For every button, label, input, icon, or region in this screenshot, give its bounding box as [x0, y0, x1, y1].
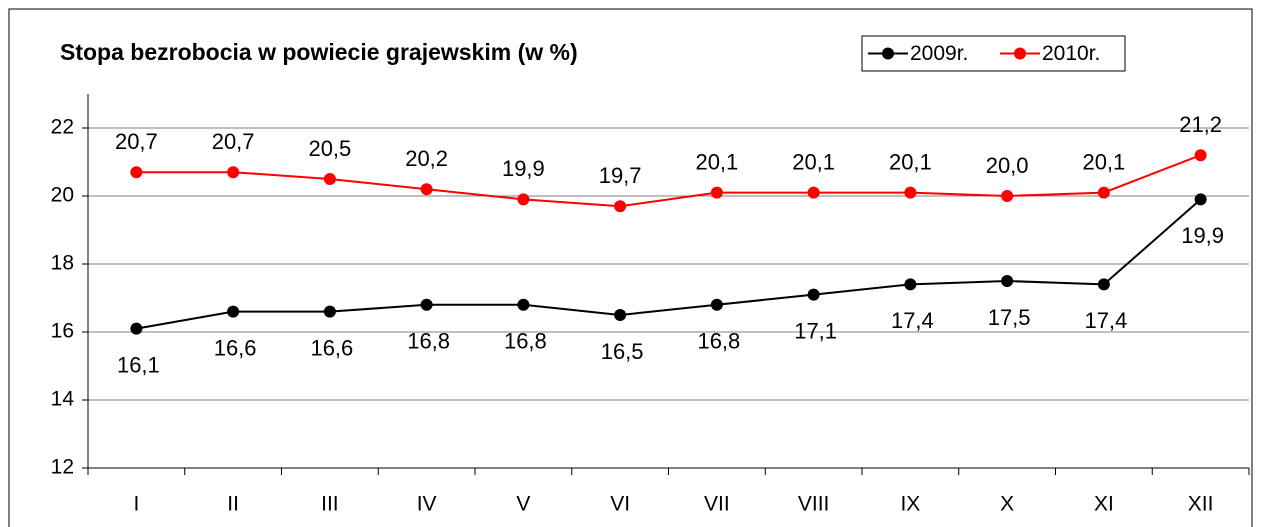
legend-marker: [882, 47, 894, 60]
value-label: 20,1: [889, 149, 932, 174]
point: [1001, 275, 1014, 287]
point: [323, 173, 336, 185]
value-label: 17,1: [794, 318, 837, 343]
point: [807, 186, 820, 199]
x-tick-label: IX: [900, 493, 920, 516]
value-label: 16,8: [697, 329, 740, 354]
point: [1097, 278, 1110, 291]
y-tick-label: 12: [51, 456, 74, 479]
point: [227, 166, 240, 179]
value-label: 20,1: [792, 149, 835, 174]
point: [323, 305, 336, 318]
chart-border: [8, 8, 1253, 527]
point: [710, 298, 723, 311]
point: [904, 186, 917, 199]
value-label: 20,1: [1082, 149, 1125, 174]
point: [420, 183, 433, 196]
point: [614, 200, 627, 213]
value-label: 20,7: [115, 129, 158, 154]
x-tick-label: XII: [1188, 493, 1214, 516]
point: [807, 288, 820, 301]
point: [420, 298, 433, 311]
value-label: 20,2: [405, 146, 448, 171]
legend-label: 2010r.: [1042, 42, 1100, 65]
value-label: 17,5: [988, 305, 1031, 330]
point: [1194, 193, 1207, 206]
value-label: 19,9: [502, 156, 545, 181]
y-tick-label: 22: [51, 116, 74, 139]
point: [614, 309, 627, 321]
value-label: 19,7: [599, 163, 642, 188]
y-tick-label: 20: [51, 184, 74, 207]
point: [904, 278, 917, 291]
value-label: 16,8: [504, 329, 547, 354]
y-tick-label: 18: [51, 252, 74, 275]
x-tick-label: X: [1000, 493, 1014, 516]
x-tick-label: VII: [704, 493, 730, 516]
legend-label: 2009r.: [910, 42, 968, 65]
value-label: 20,7: [212, 129, 255, 154]
value-label: 16,8: [407, 329, 450, 354]
x-tick-label: II: [227, 493, 239, 516]
x-tick-label: VIII: [798, 493, 830, 516]
series-line: [136, 154, 1201, 208]
value-label: 16,5: [601, 339, 644, 364]
value-label: 17,4: [891, 308, 934, 333]
chart-title: Stopa bezrobocia w powiecie grajewskim (…: [60, 39, 578, 65]
point: [130, 322, 143, 335]
series-line: [136, 198, 1202, 330]
value-label: 20,0: [986, 153, 1029, 178]
value-label: 19,9: [1181, 223, 1224, 248]
point: [1097, 186, 1110, 199]
x-tick-label: VI: [610, 493, 630, 516]
point: [227, 305, 240, 318]
x-tick-label: III: [321, 493, 339, 516]
y-tick-label: 16: [51, 320, 74, 343]
point: [130, 166, 143, 179]
x-tick-label: V: [516, 493, 530, 516]
point: [1001, 190, 1014, 202]
value-label: 20,5: [308, 136, 351, 161]
value-label: 21,2: [1179, 112, 1222, 137]
value-label: 17,4: [1084, 308, 1127, 333]
value-label: 20,1: [695, 149, 738, 174]
legend-marker: [1014, 47, 1026, 60]
point: [517, 193, 530, 206]
point: [517, 298, 530, 311]
value-label: 16,6: [214, 335, 257, 360]
point: [710, 186, 723, 199]
value-label: 16,6: [310, 335, 353, 360]
value-label: 16,1: [117, 352, 160, 377]
point: [1194, 149, 1207, 162]
x-tick-label: XI: [1094, 493, 1114, 516]
x-tick-label: IV: [417, 493, 437, 516]
x-tick-label: I: [133, 493, 139, 516]
y-tick-label: 14: [51, 388, 75, 411]
